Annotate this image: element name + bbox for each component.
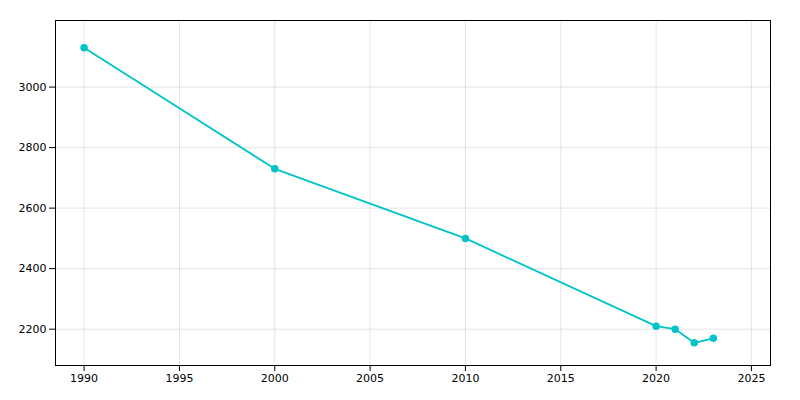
svg-text:2400: 2400 bbox=[19, 262, 47, 275]
svg-text:3000: 3000 bbox=[19, 81, 47, 94]
svg-text:1995: 1995 bbox=[165, 372, 193, 385]
svg-text:2020: 2020 bbox=[642, 372, 670, 385]
svg-text:2800: 2800 bbox=[19, 141, 47, 154]
svg-text:2005: 2005 bbox=[356, 372, 384, 385]
svg-text:2000: 2000 bbox=[261, 372, 289, 385]
svg-text:2600: 2600 bbox=[19, 202, 47, 215]
svg-text:1990: 1990 bbox=[70, 372, 98, 385]
svg-text:2025: 2025 bbox=[737, 372, 765, 385]
svg-text:2010: 2010 bbox=[451, 372, 479, 385]
svg-text:2015: 2015 bbox=[547, 372, 575, 385]
svg-text:2200: 2200 bbox=[19, 323, 47, 336]
